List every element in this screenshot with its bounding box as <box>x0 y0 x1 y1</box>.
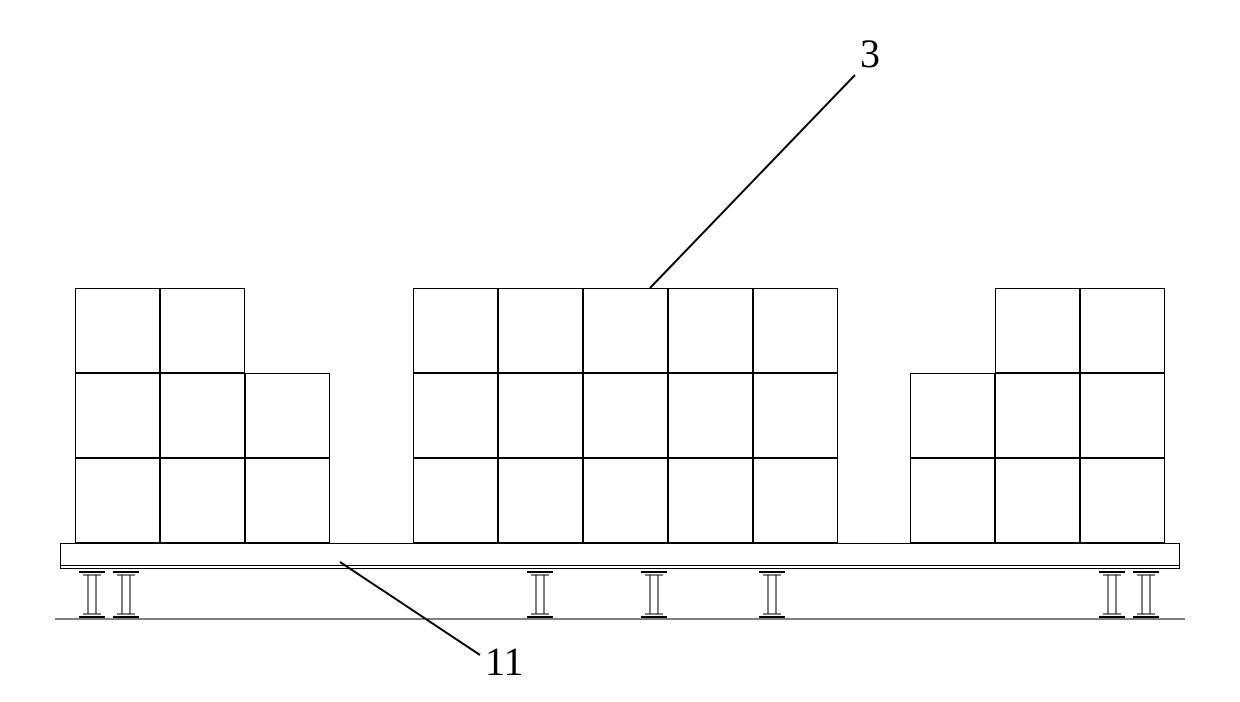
label-11: 11 <box>485 638 524 685</box>
leader-bottom <box>0 0 1240 702</box>
